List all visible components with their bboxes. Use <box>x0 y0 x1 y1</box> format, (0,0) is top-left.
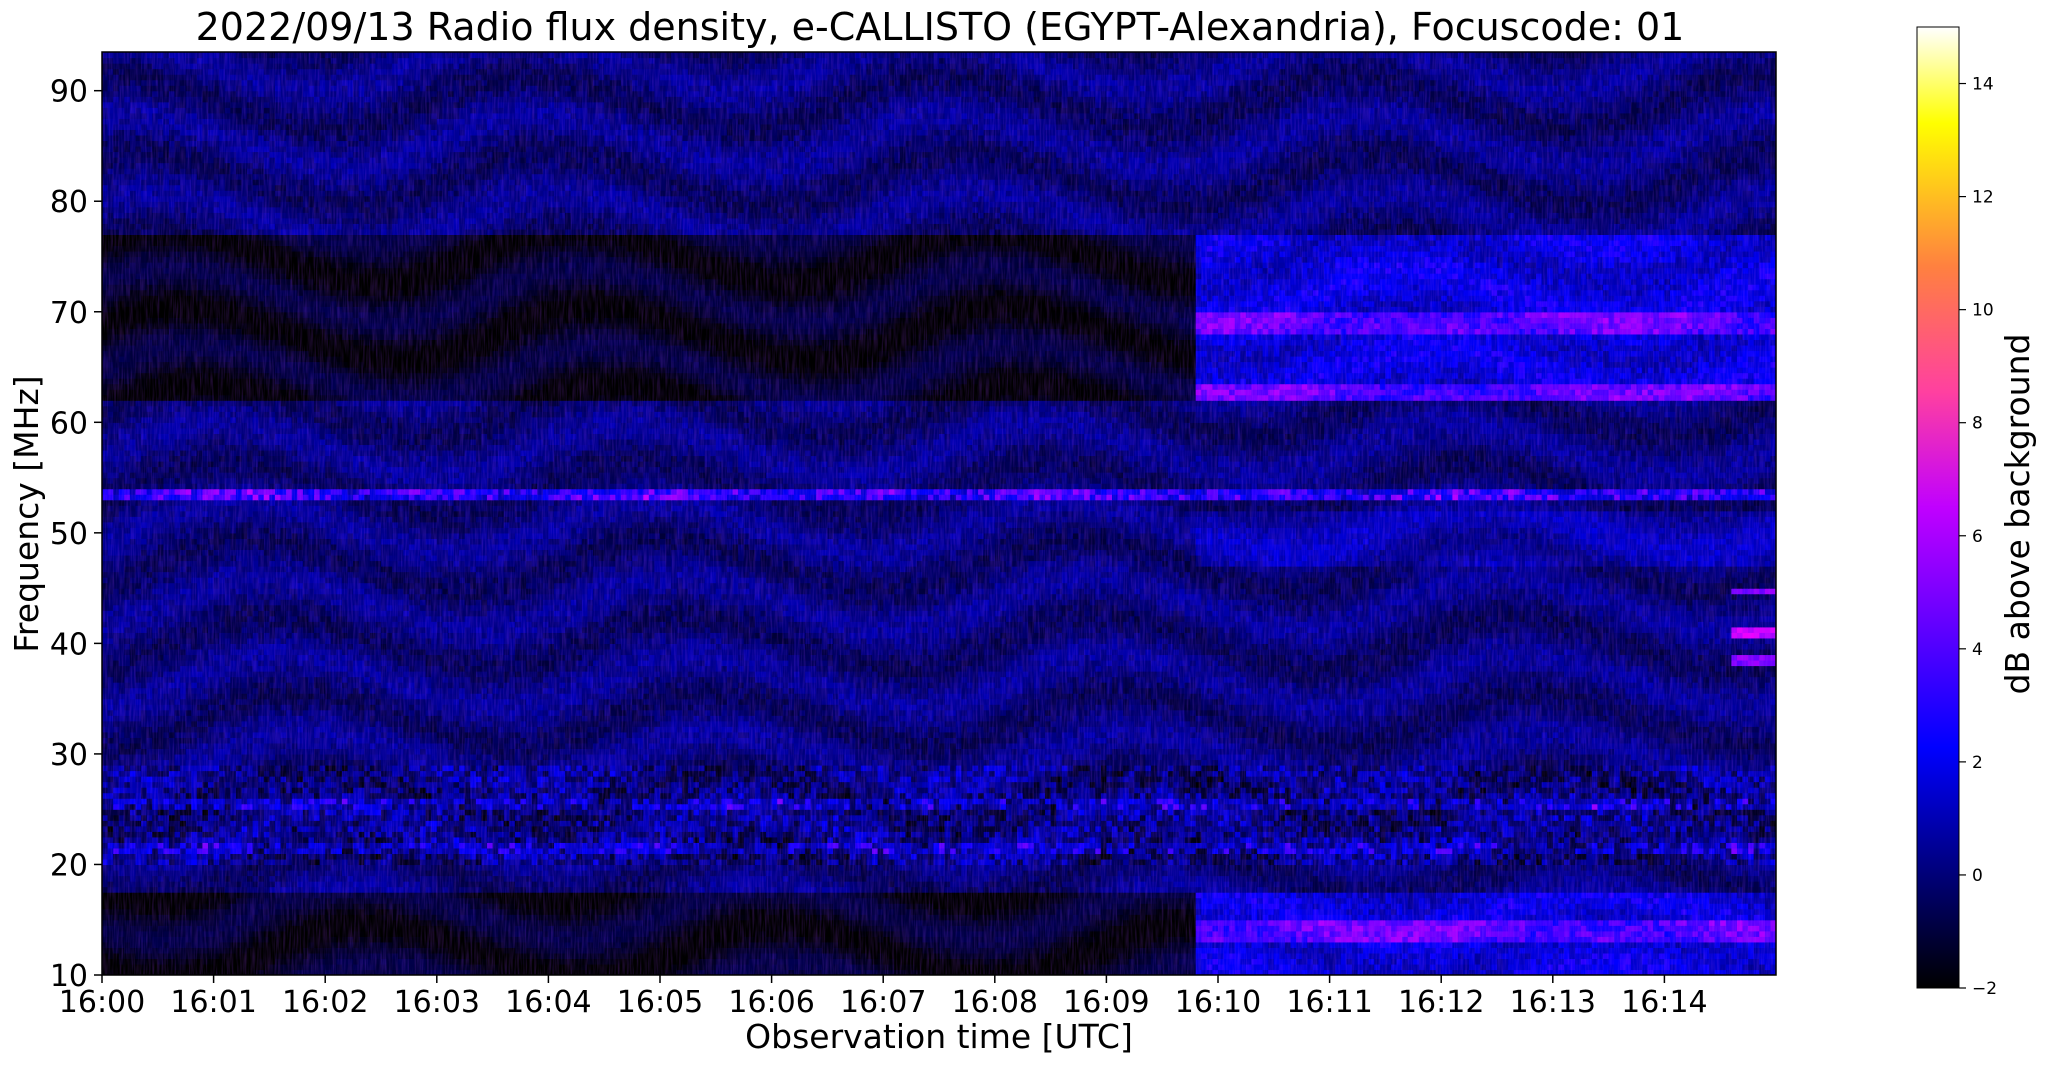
plot-area <box>102 52 1776 975</box>
chart-title: 2022/09/13 Radio flux density, e-CALLIST… <box>196 5 1685 49</box>
